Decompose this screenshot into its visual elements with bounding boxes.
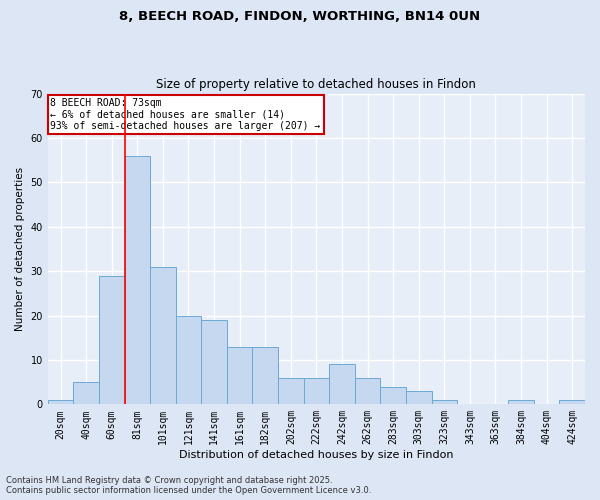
Bar [73, 382, 99, 404]
Bar [99, 276, 125, 404]
Y-axis label: Number of detached properties: Number of detached properties [15, 167, 25, 331]
Bar [304, 378, 329, 404]
Bar [278, 378, 304, 404]
Bar [406, 391, 431, 404]
X-axis label: Distribution of detached houses by size in Findon: Distribution of detached houses by size … [179, 450, 454, 460]
Text: 8, BEECH ROAD, FINDON, WORTHING, BN14 0UN: 8, BEECH ROAD, FINDON, WORTHING, BN14 0U… [119, 10, 481, 23]
Bar [48, 400, 73, 404]
Bar [508, 400, 534, 404]
Bar [176, 316, 201, 404]
Bar [253, 346, 278, 405]
Bar [329, 364, 355, 405]
Bar [380, 386, 406, 404]
Bar [125, 156, 150, 404]
Title: Size of property relative to detached houses in Findon: Size of property relative to detached ho… [157, 78, 476, 91]
Bar [355, 378, 380, 404]
Text: 8 BEECH ROAD: 73sqm
← 6% of detached houses are smaller (14)
93% of semi-detache: 8 BEECH ROAD: 73sqm ← 6% of detached hou… [50, 98, 321, 132]
Bar [201, 320, 227, 404]
Bar [559, 400, 585, 404]
Text: Contains HM Land Registry data © Crown copyright and database right 2025.
Contai: Contains HM Land Registry data © Crown c… [6, 476, 371, 495]
Bar [431, 400, 457, 404]
Bar [227, 346, 253, 405]
Bar [150, 266, 176, 404]
